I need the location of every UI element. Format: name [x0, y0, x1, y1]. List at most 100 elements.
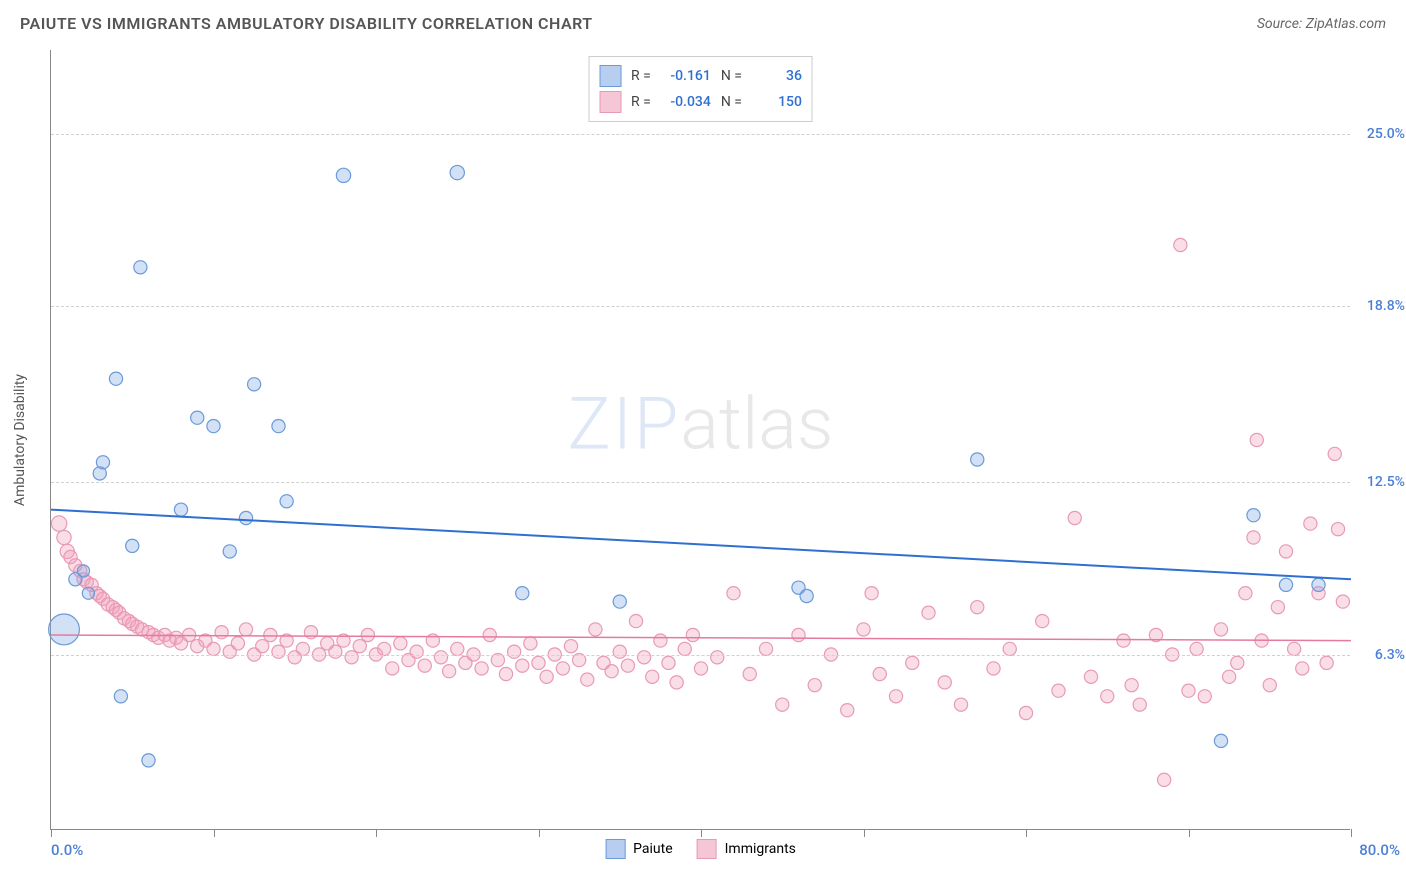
gridline [51, 134, 1350, 135]
data-point [556, 662, 569, 675]
data-point [280, 495, 293, 508]
data-point [1247, 509, 1260, 522]
data-point [1231, 656, 1244, 669]
data-point [694, 662, 707, 675]
data-point [1133, 698, 1146, 711]
data-point [434, 651, 447, 664]
immigrants-r-value: -0.034 [661, 94, 711, 110]
data-point [114, 690, 127, 703]
r-label: R = [631, 68, 651, 84]
data-point [336, 168, 350, 182]
data-point [329, 645, 342, 658]
data-point [987, 662, 1000, 675]
data-point [1182, 684, 1195, 697]
x-tick [539, 829, 540, 837]
paiute-swatch-icon [599, 65, 621, 87]
x-tick [214, 829, 215, 837]
data-point [77, 565, 89, 577]
data-point [1068, 511, 1081, 524]
paiute-legend-swatch-icon [605, 839, 625, 859]
data-point [662, 656, 675, 669]
data-point [1158, 773, 1171, 786]
data-point [394, 637, 407, 650]
data-point [1263, 679, 1276, 692]
correlation-row-paiute: R = -0.161 N = 36 [599, 63, 802, 89]
immigrants-swatch-icon [599, 91, 621, 113]
data-point [207, 419, 220, 432]
r-label: R = [631, 94, 651, 110]
legend-item-paiute: Paiute [605, 839, 673, 859]
data-point [613, 595, 626, 608]
immigrants-legend-label: Immigrants [725, 841, 796, 857]
data-point [629, 614, 642, 627]
x-tick [376, 829, 377, 837]
data-point [727, 587, 740, 600]
data-point [96, 456, 109, 469]
data-point [1271, 601, 1284, 614]
data-point [49, 614, 80, 645]
data-point [51, 516, 66, 531]
data-point [126, 539, 139, 552]
data-point [621, 659, 634, 672]
data-point [1331, 523, 1344, 536]
n-label: N = [721, 94, 742, 110]
n-label: N = [721, 68, 742, 84]
data-point [1312, 578, 1325, 591]
x-tick [51, 829, 52, 837]
paiute-legend-label: Paiute [633, 841, 673, 857]
x-tick [701, 829, 702, 837]
source-attribution: Source: ZipAtlas.com [1257, 16, 1386, 32]
plot-region: ZIPatlas R = -0.161 N = 36 R = -0.034 N … [50, 50, 1350, 830]
data-point [1052, 684, 1065, 697]
data-point [889, 690, 902, 703]
data-point [605, 665, 618, 678]
data-point [272, 419, 285, 432]
data-point [1214, 623, 1227, 636]
data-point [808, 679, 821, 692]
data-point [82, 587, 94, 599]
correlation-legend: R = -0.161 N = 36 R = -0.034 N = 150 [588, 56, 813, 122]
data-point [670, 676, 683, 689]
x-tick [1189, 829, 1190, 837]
data-point [1247, 531, 1260, 544]
data-point [938, 676, 951, 689]
data-point [516, 587, 529, 600]
correlation-row-immigrants: R = -0.034 N = 150 [599, 89, 802, 115]
data-point [1320, 656, 1333, 669]
data-point [1117, 634, 1130, 647]
data-point [353, 640, 366, 653]
data-point [483, 628, 496, 641]
y-tick-label: 12.5% [1367, 474, 1405, 490]
data-point [1174, 238, 1187, 251]
data-point [508, 645, 521, 658]
data-point [1328, 447, 1341, 460]
data-point [174, 503, 187, 516]
data-point [906, 656, 919, 669]
x-max-label: 80.0% [1359, 841, 1400, 859]
data-point [1036, 614, 1049, 627]
paiute-r-value: -0.161 [661, 68, 711, 84]
data-point [1279, 545, 1292, 558]
data-point [1214, 734, 1227, 747]
gridline [51, 482, 1350, 483]
data-point [743, 667, 756, 680]
data-point [524, 637, 537, 650]
data-point [1019, 706, 1032, 719]
data-point [954, 698, 967, 711]
data-point [873, 667, 886, 680]
data-point [256, 640, 269, 653]
data-point [516, 659, 529, 672]
data-point [418, 659, 431, 672]
x-min-label: 0.0% [51, 841, 83, 859]
data-point [922, 606, 935, 619]
data-point [450, 165, 464, 179]
data-point [361, 628, 374, 641]
data-point [581, 673, 594, 686]
data-point [841, 704, 854, 717]
data-point [248, 378, 261, 391]
data-point [971, 453, 984, 466]
series-legend: Paiute Immigrants [605, 839, 796, 859]
data-point [654, 634, 667, 647]
data-point [613, 645, 626, 658]
data-point [711, 651, 724, 664]
